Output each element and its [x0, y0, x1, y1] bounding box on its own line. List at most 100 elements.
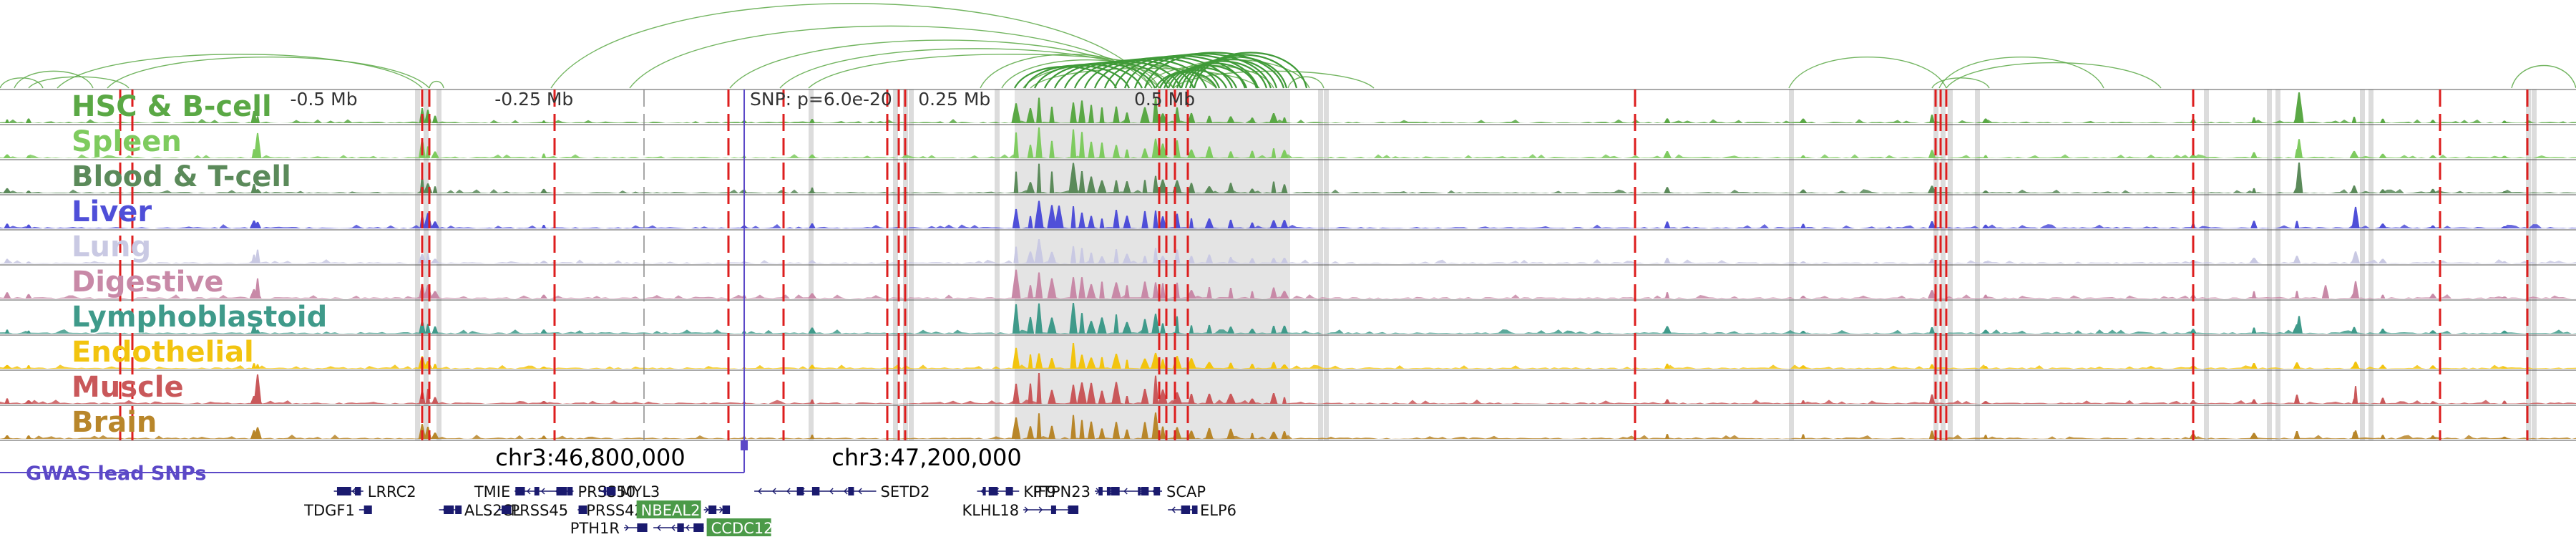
signal-peak [1249, 150, 1256, 158]
signal-peak [1189, 325, 1194, 334]
signal-peak [1226, 326, 1235, 334]
signal-peak [1054, 205, 1064, 228]
strand-arrow [844, 488, 848, 495]
signal-peak [1013, 383, 1020, 404]
signal-peak [1799, 261, 1807, 263]
gwas-track: GWAS lead SNPs [0, 440, 748, 485]
signal-peak [539, 367, 549, 369]
signal-peak [253, 221, 262, 228]
strand-arrow [671, 524, 675, 531]
snp-pvalue-label: SNP: p=6.0e-20 [750, 89, 892, 110]
signal-peak [425, 324, 431, 334]
signal-peak [2500, 330, 2509, 334]
signal-peak [417, 253, 427, 263]
signal-peak [2251, 291, 2257, 299]
signal-peak [1187, 183, 1196, 193]
signal-peak [1664, 187, 1671, 193]
signal-peak [1249, 258, 1256, 263]
signal-peak [2429, 435, 2436, 439]
signal-peak [1271, 181, 1277, 193]
signal-peak [1141, 389, 1149, 404]
signal-peak [1011, 103, 1021, 123]
signal-peak [1271, 326, 1277, 334]
signal-peak [1068, 163, 1078, 193]
strand-arrow [786, 488, 791, 495]
gene-label: PTPN23 [1033, 483, 1091, 500]
signal-peak [25, 294, 32, 299]
signal-peak [2249, 432, 2259, 439]
signal-peak [1281, 184, 1288, 193]
signal-peak [1269, 220, 1278, 228]
signal-peak [432, 364, 438, 369]
gwas-track-label: GWAS lead SNPs [26, 463, 206, 485]
signal-peak [2379, 328, 2386, 334]
gene-prss45: PRSS45 [497, 502, 568, 519]
signal-peak [1077, 382, 1087, 404]
signal-peak [2429, 401, 2436, 404]
signal-peak [1270, 362, 1277, 369]
coordinate-label: chr3:47,200,000 [831, 444, 1021, 471]
signal-peak [2351, 281, 2360, 299]
mb-tick-label: 0.25 Mb [918, 89, 990, 110]
signal-peak [1152, 375, 1159, 404]
signal-peak [1036, 163, 1042, 193]
signal-peak [1282, 117, 1287, 123]
signal-peak [2294, 291, 2300, 299]
signal-peak [1086, 176, 1096, 193]
signal-peak [1047, 205, 1057, 228]
signal-peak [431, 432, 439, 439]
signal-peak [4, 119, 10, 123]
gene-scap: SCAP [1120, 483, 1206, 500]
signal-peak [431, 115, 439, 123]
signal-peak [1160, 283, 1166, 299]
signal-peak [1026, 107, 1035, 123]
signal-peak [2353, 386, 2358, 404]
signal-peak [1188, 256, 1195, 263]
signal-peak [2251, 188, 2257, 193]
signal-peak [807, 293, 817, 299]
signal-peak [1152, 175, 1159, 193]
signal-baseline [0, 329, 2576, 334]
strand-arrow [527, 488, 531, 495]
signal-peak [1151, 412, 1160, 439]
signal-peak [1025, 182, 1035, 193]
signal-peak [809, 399, 815, 404]
strand-arrow [625, 524, 629, 531]
exon [1111, 487, 1117, 495]
signal-peak [2429, 261, 2437, 263]
signal-peak [1174, 316, 1180, 334]
signal-peak [2321, 285, 2330, 299]
loop-arc [1946, 62, 2162, 89]
signal-peak [1152, 97, 1159, 123]
signal-peak [2500, 367, 2509, 369]
exon [1115, 487, 1120, 495]
signal-peak [2429, 188, 2436, 193]
signal-peak [2379, 118, 2386, 123]
signal-peak [1035, 127, 1043, 158]
signal-peak [1078, 313, 1085, 334]
exon [1068, 505, 1073, 514]
signal-peak [2349, 150, 2359, 158]
signal-peak [2295, 139, 2303, 158]
signal-peak [1087, 421, 1096, 439]
signal-peak [1113, 209, 1120, 228]
exon [355, 487, 361, 495]
signal-peak [1070, 246, 1077, 263]
exon [560, 487, 567, 495]
signal-peak [251, 363, 257, 369]
signal-peak [1928, 364, 1936, 369]
signal-peak [1279, 291, 1289, 299]
strand-arrow [758, 488, 762, 495]
signal-peak [540, 435, 547, 439]
loop-arc [1001, 59, 1174, 89]
signal-peak [1049, 140, 1055, 158]
track-label: Lymphoblastoid [72, 301, 327, 334]
signal-peak [1158, 216, 1167, 228]
signal-peak [1070, 102, 1077, 123]
exon [722, 505, 731, 514]
exon [534, 487, 540, 495]
gene-ccdc12: CCDC12 [653, 518, 774, 537]
gene-label: TDGF1 [303, 502, 355, 519]
strand-arrow [1123, 488, 1128, 495]
